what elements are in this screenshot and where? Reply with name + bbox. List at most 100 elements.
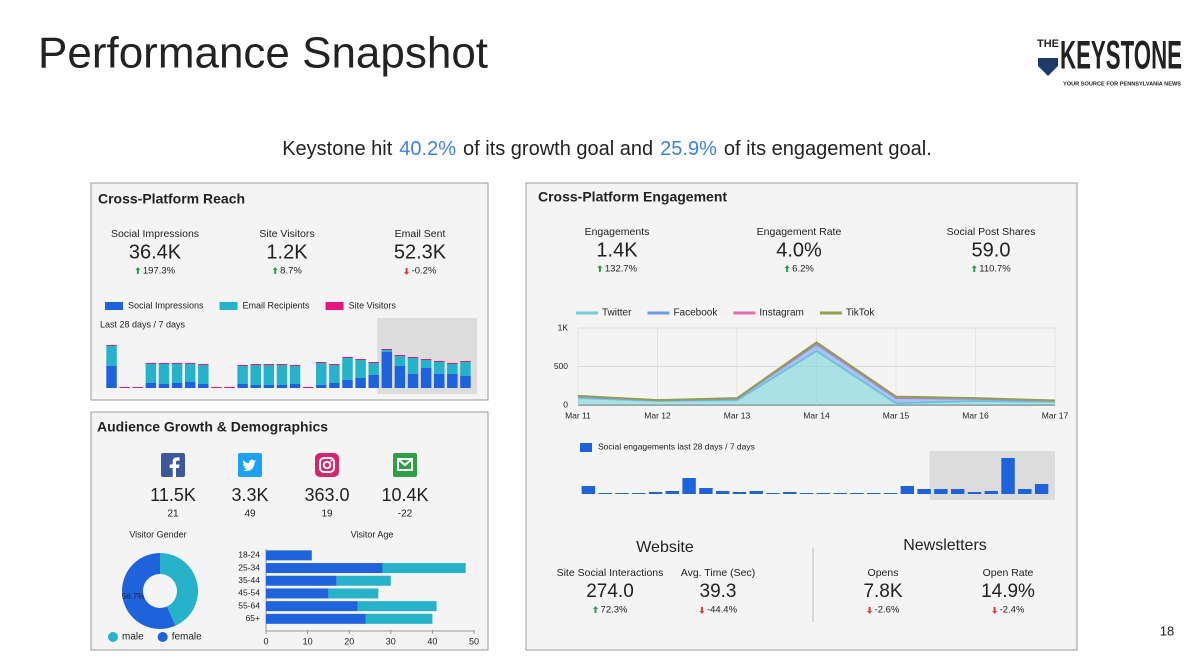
trend-arrow xyxy=(135,267,141,274)
bar xyxy=(632,493,646,494)
kpi-value: 39.3 xyxy=(700,581,737,602)
legend-dot xyxy=(108,632,118,642)
summary-part: of its growth goal and xyxy=(463,138,653,160)
delta: 197.3% xyxy=(143,266,176,277)
kpi-label: Avg. Time (Sec) xyxy=(681,567,756,579)
bar xyxy=(329,383,340,388)
panel-title: Audience Growth & Demographics xyxy=(97,419,328,435)
bar xyxy=(289,366,301,384)
bar xyxy=(394,355,406,356)
bar xyxy=(816,493,831,494)
engagement-panel xyxy=(525,182,1078,651)
delta: 72.3% xyxy=(601,605,628,616)
bar xyxy=(289,384,301,388)
x-tick-label: Mar 16 xyxy=(962,410,989,420)
bar xyxy=(198,364,209,365)
kpi-value: 4.0% xyxy=(776,239,822,261)
logo-tagline: YOUR SOURCE FOR PENNSYLVANIA NEWS xyxy=(1063,81,1182,87)
bar xyxy=(276,364,288,365)
platform-change: 19 xyxy=(321,509,333,520)
bar xyxy=(867,493,881,494)
legend-label: Twitter xyxy=(602,308,632,319)
kpi-value: 36.4K xyxy=(129,241,182,263)
chart-caption: Last 28 days / 7 days xyxy=(100,319,186,329)
y-tick-label: 25-34 xyxy=(238,562,260,572)
trend-arrow xyxy=(992,607,998,614)
legend-swatch xyxy=(580,443,592,452)
legend-label: Email Recipients xyxy=(243,300,311,310)
bar xyxy=(266,613,366,624)
bar xyxy=(357,601,437,612)
donut-slice xyxy=(160,553,198,626)
bar xyxy=(381,350,393,352)
bar xyxy=(328,588,379,599)
kpi-label: Social Post Shares xyxy=(947,226,1036,238)
x-tick-label: 40 xyxy=(427,636,437,646)
bar xyxy=(749,491,763,494)
bar xyxy=(1034,484,1049,494)
bar xyxy=(266,588,329,599)
area-fill xyxy=(578,351,1055,405)
bar xyxy=(289,365,301,366)
x-tick-label: Mar 13 xyxy=(724,410,751,420)
panel-title: Cross-Platform Engagement xyxy=(538,189,727,205)
bar xyxy=(316,363,327,385)
bar xyxy=(263,365,275,385)
bar xyxy=(917,489,931,494)
platform-value: 10.4K xyxy=(381,485,428,505)
twitter-icon xyxy=(238,453,262,477)
summary-part: of its engagement goal. xyxy=(724,138,932,160)
kpi-value: 52.3K xyxy=(394,241,447,263)
platform-change: 49 xyxy=(244,509,256,520)
bar xyxy=(276,385,288,388)
bar xyxy=(883,493,898,494)
kpi-label: Open Rate xyxy=(983,567,1034,579)
bar xyxy=(394,356,406,366)
trend-arrow xyxy=(597,265,603,272)
bar xyxy=(342,358,353,380)
bar xyxy=(250,365,261,385)
bar xyxy=(336,575,391,586)
y-tick-label: 18-24 xyxy=(238,550,260,560)
section-title: Website xyxy=(636,539,694,556)
bar xyxy=(266,575,337,586)
line xyxy=(577,341,1056,402)
kpi-label: Engagement Rate xyxy=(757,226,842,238)
trend-arrow xyxy=(784,265,790,272)
y-tick-label: 1K xyxy=(558,322,569,332)
bar xyxy=(581,486,596,494)
legend-swatch xyxy=(325,302,344,310)
bar xyxy=(766,493,780,494)
legend-label: Instagram xyxy=(759,308,803,319)
platform-change: 21 xyxy=(167,509,179,520)
bar xyxy=(355,359,366,360)
logo-small: THE xyxy=(1037,38,1059,50)
bar xyxy=(381,352,393,388)
delta: 8.7% xyxy=(280,266,302,277)
y-tick-label: 500 xyxy=(554,361,568,371)
bar xyxy=(598,493,612,494)
legend-label: Social Impressions xyxy=(128,300,204,310)
bar xyxy=(106,345,117,346)
facebook-icon xyxy=(161,453,185,477)
bar xyxy=(266,601,358,612)
bar xyxy=(250,364,261,365)
platform-value: 3.3K xyxy=(231,485,268,505)
bar xyxy=(950,489,965,494)
legend-label: male xyxy=(122,632,144,643)
bar xyxy=(171,364,183,383)
trend-arrow xyxy=(699,607,705,614)
y-tick-label: 35-44 xyxy=(238,575,260,585)
x-tick-label: 20 xyxy=(344,636,354,646)
legend-swatch xyxy=(219,302,238,310)
kpi-value: 14.9% xyxy=(981,581,1035,602)
section-title: Newsletters xyxy=(903,537,987,554)
bar xyxy=(368,375,379,388)
kpi-value: 1.4K xyxy=(596,239,638,261)
bar xyxy=(420,368,432,388)
bar xyxy=(263,364,275,365)
bar xyxy=(316,362,327,363)
trend-arrow xyxy=(971,265,977,272)
bar xyxy=(447,363,458,364)
